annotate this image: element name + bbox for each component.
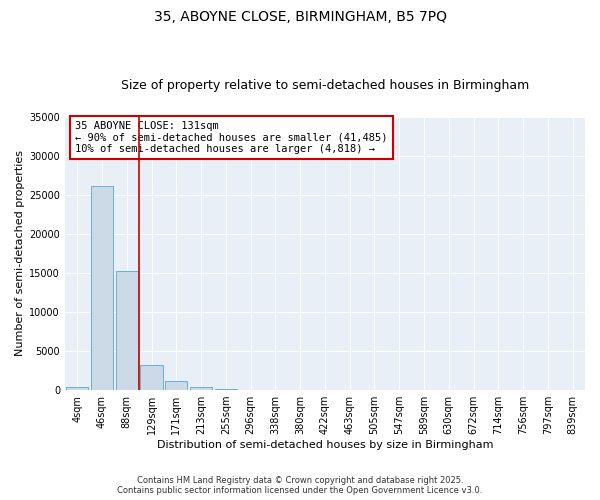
Bar xyxy=(91,186,113,390)
Bar xyxy=(215,388,237,390)
Bar xyxy=(165,382,187,390)
Y-axis label: Number of semi-detached properties: Number of semi-detached properties xyxy=(15,150,25,356)
Text: 35 ABOYNE CLOSE: 131sqm
← 90% of semi-detached houses are smaller (41,485)
10% o: 35 ABOYNE CLOSE: 131sqm ← 90% of semi-de… xyxy=(76,121,388,154)
Title: Size of property relative to semi-detached houses in Birmingham: Size of property relative to semi-detach… xyxy=(121,79,529,92)
Text: Contains HM Land Registry data © Crown copyright and database right 2025.
Contai: Contains HM Land Registry data © Crown c… xyxy=(118,476,482,495)
Text: 35, ABOYNE CLOSE, BIRMINGHAM, B5 7PQ: 35, ABOYNE CLOSE, BIRMINGHAM, B5 7PQ xyxy=(154,10,446,24)
Bar xyxy=(116,272,138,390)
Bar xyxy=(190,386,212,390)
Bar xyxy=(66,388,88,390)
Bar xyxy=(140,365,163,390)
X-axis label: Distribution of semi-detached houses by size in Birmingham: Distribution of semi-detached houses by … xyxy=(157,440,493,450)
